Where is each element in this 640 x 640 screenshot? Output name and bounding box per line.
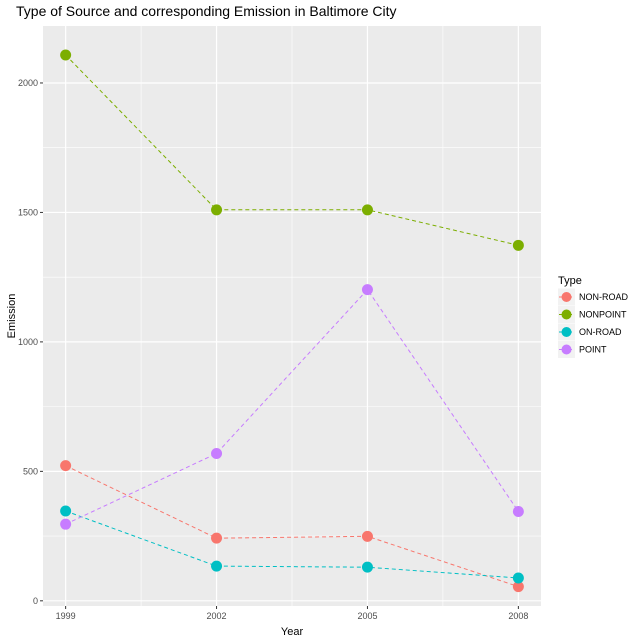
legend-key-point-nonpoint [561, 309, 572, 320]
data-point-on-road [60, 505, 72, 517]
data-point-on-road [361, 561, 373, 573]
major-gridlines [43, 26, 541, 606]
legend-title: Type [558, 275, 582, 287]
y-tick-label: 1500 [18, 207, 38, 217]
y-tick-label: 2000 [18, 78, 38, 88]
y-tick-label: 1000 [18, 337, 38, 347]
x-tick-label: 1999 [56, 611, 76, 621]
data-point-point [60, 518, 72, 530]
series-line-nonpoint [65, 54, 519, 246]
legend-label-point: POINT [579, 345, 607, 355]
legend-key-point-non-road [561, 292, 572, 302]
x-tick-label: 2005 [357, 611, 377, 621]
legend: Type NON-ROAD NONPOINT ON-ROAD POINT [558, 275, 628, 358]
series-line-on-road [65, 510, 519, 579]
data-point-nonpoint [361, 204, 373, 216]
series-points [60, 49, 524, 593]
data-point-nonpoint [60, 49, 72, 61]
data-point-non-road [60, 460, 72, 472]
chart-title: Type of Source and corresponding Emissio… [16, 3, 397, 19]
legend-label-nonpoint: NONPOINT [579, 310, 627, 320]
data-point-non-road [512, 581, 524, 593]
legend-label-non-road: NON-ROAD [579, 292, 628, 302]
y-axis: 0 500 1000 1500 2000 [18, 78, 43, 606]
x-tick-label: 2002 [207, 611, 227, 621]
data-point-nonpoint [211, 204, 223, 216]
data-point-on-road [512, 572, 524, 584]
data-point-on-road [211, 560, 223, 572]
legend-key-point-on-road [561, 327, 572, 337]
x-axis: 1999 2002 2005 2008 [56, 606, 528, 621]
legend-key-point-point [561, 344, 572, 355]
data-point-non-road [361, 530, 373, 542]
y-tick-label: 500 [23, 466, 38, 476]
y-axis-title: Emission [6, 294, 18, 339]
minor-gridlines [43, 26, 541, 606]
legend-label-on-road: ON-ROAD [579, 327, 622, 337]
data-point-non-road [211, 532, 223, 544]
data-point-point [211, 447, 223, 459]
x-axis-title: Year [281, 626, 304, 638]
data-point-point [512, 505, 524, 517]
data-point-nonpoint [512, 239, 524, 251]
y-tick-label: 0 [33, 596, 38, 606]
data-point-point [361, 284, 373, 296]
x-tick-label: 2008 [508, 611, 528, 621]
series-lines [65, 54, 519, 588]
